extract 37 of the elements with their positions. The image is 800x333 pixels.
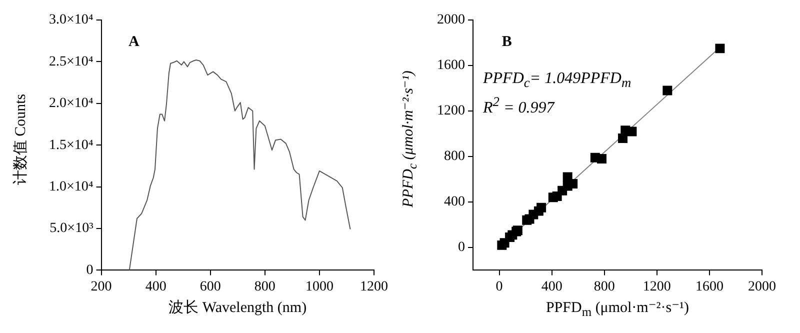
x-tick-label: 400 — [145, 279, 166, 294]
text: A — [128, 34, 140, 51]
point — [596, 154, 606, 164]
point — [662, 86, 672, 96]
annotation: PPFD$_{c}$= 1.049PPFD$_{m}$ — [483, 70, 632, 92]
x-axis-title: 波长 Wavelength (nm) — [168, 298, 308, 317]
x-tick-label: 800 — [254, 279, 276, 294]
point — [627, 126, 637, 136]
x-tick-label: 0 — [496, 279, 503, 294]
x-tick-label: 800 — [594, 279, 615, 294]
x-tick-label: 200 — [90, 279, 112, 294]
y-tick-label: 1200 — [437, 104, 465, 119]
x-tick-label: 400 — [541, 279, 562, 294]
text: B — [502, 34, 512, 51]
y-tick-label: 5.0×10³ — [50, 221, 94, 236]
y-tick-label: 0 — [458, 240, 465, 256]
point — [536, 202, 546, 212]
y-tick-label: 800 — [444, 149, 465, 164]
y-axis-title: 计数值 Counts — [12, 93, 30, 185]
y-tick-label: 1600 — [437, 58, 465, 74]
x-tick-label: 1200 — [642, 279, 671, 294]
y-tick-label: 1.0×10⁴ — [48, 179, 94, 194]
x-tick-label: 1000 — [305, 279, 334, 294]
x-tick-label: 2000 — [748, 279, 776, 294]
annotation: R$^{2}$ = 0.997 — [483, 94, 554, 118]
y-tick-label: 2.5×10⁴ — [48, 54, 94, 70]
y-tick-label: 400 — [444, 194, 465, 210]
x-tick-label: 600 — [200, 279, 221, 294]
x-tick-label: 1600 — [695, 279, 724, 294]
y-tick-label: 2.0×10⁴ — [48, 96, 94, 112]
y-tick-label: 2000 — [437, 12, 465, 28]
y-tick-label: 1.5×10⁴ — [48, 138, 94, 153]
y-tick-label: 3.0×10⁴ — [48, 12, 94, 28]
x-tick-label: 1200 — [360, 279, 388, 294]
x-axis-title: PPFD$_{m}$ (μmol·m⁻²·s⁻¹) — [544, 299, 690, 320]
y-tick-label: 0 — [86, 262, 94, 278]
point — [715, 44, 725, 54]
